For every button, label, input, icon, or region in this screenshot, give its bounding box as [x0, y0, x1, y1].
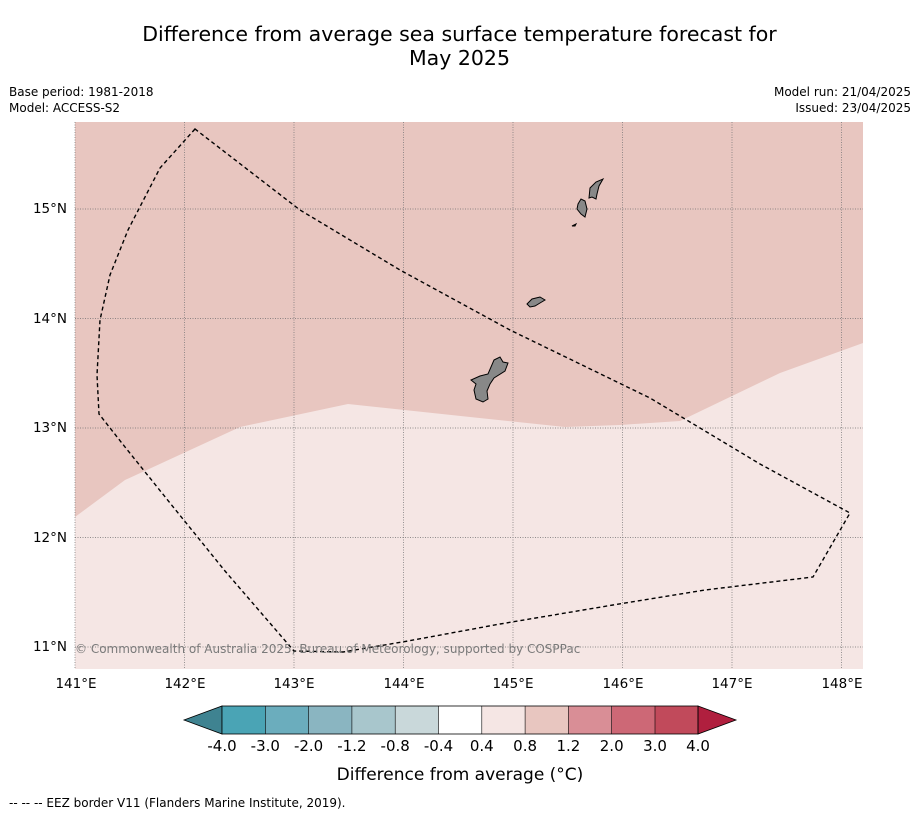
colorbar-bin-5	[395, 706, 439, 734]
colorbar-tick-8: 0.8	[513, 737, 537, 755]
colorbar-bin-4	[351, 706, 396, 734]
model-run: Model run: 21/04/2025	[773, 85, 911, 99]
lon-label-145: 145°E	[492, 676, 533, 692]
colorbar-bin-1	[222, 706, 266, 734]
colorbar-tick-11: 3.0	[643, 737, 667, 755]
colorbar-tick-6: -0.4	[424, 737, 453, 755]
colorbar-under-arrow	[182, 705, 223, 735]
meta-left: Base period: 1981-2018 Model: ACCESS-S2	[9, 84, 154, 116]
lon-label-141: 141°E	[55, 676, 96, 692]
tinian-island	[576, 198, 588, 218]
gridlines	[74, 122, 863, 669]
colorbar-bin-3	[308, 706, 352, 734]
anomaly-region-lower	[75, 343, 863, 669]
colorbar-tick-12: 4.0	[686, 737, 710, 755]
eez-legend-note: -- -- -- EEZ border V11 (Flanders Marine…	[9, 796, 346, 810]
colorbar-bin-8	[525, 706, 569, 734]
lon-label-146: 146°E	[602, 676, 643, 692]
title-line-2: May 2025	[408, 46, 511, 70]
lat-label-11: 11°N	[33, 639, 67, 655]
colorbar-tick-4: -1.2	[337, 737, 366, 755]
colorbar-bin-9	[568, 706, 612, 734]
model-name: Model: ACCESS-S2	[9, 101, 121, 115]
lat-label-12: 12°N	[33, 530, 67, 546]
colorbar-ticks: -4.0 -3.0 -2.0 -1.2 -0.8 -0.4 0.4 0.8 1.…	[207, 737, 710, 755]
colorbar-label: Difference from average (°C)	[337, 765, 584, 785]
colorbar-tick-3: -2.0	[294, 737, 323, 755]
lat-label-13: 13°N	[33, 420, 67, 436]
colorbar-frame	[221, 705, 699, 735]
colorbar-bin-6	[438, 706, 482, 734]
copyright-text: © Commonwealth of Australia 2025, Bureau…	[75, 642, 580, 656]
colorbar-bin-11	[655, 706, 698, 734]
colorbar-tick-7: 0.4	[470, 737, 494, 755]
colorbar: -4.0 -3.0 -2.0 -1.2 -0.8 -0.4 0.4 0.8 1.…	[182, 705, 738, 785]
guam-island	[470, 356, 509, 403]
saipan-island	[588, 177, 605, 200]
colorbar-tick-9: 1.2	[556, 737, 580, 755]
map-panel: © Commonwealth of Australia 2025, Bureau…	[74, 122, 863, 669]
land-masses	[470, 177, 605, 403]
lat-label-15: 15°N	[33, 201, 67, 217]
lon-label-144: 144°E	[383, 676, 424, 692]
aguijan-island	[571, 222, 578, 227]
base-period: Base period: 1981-2018	[9, 85, 154, 99]
lon-label-148: 148°E	[821, 676, 862, 692]
map-title: Difference from average sea surface temp…	[0, 22, 919, 70]
lon-label-143: 143°E	[273, 676, 314, 692]
colorbar-over-arrow	[697, 705, 738, 735]
eez-border	[96, 128, 851, 653]
colorbar-tick-2: -3.0	[251, 737, 280, 755]
latitude-labels: 15°N 14°N 13°N 12°N 11°N	[33, 201, 67, 655]
title-line-1: Difference from average sea surface temp…	[142, 22, 777, 46]
colorbar-tick-5: -0.8	[381, 737, 410, 755]
colorbar-tick-1: -4.0	[207, 737, 236, 755]
colorbar-dividers	[264, 706, 656, 734]
meta-right: Model run: 21/04/2025 Issued: 23/04/2025	[774, 84, 911, 116]
longitude-labels: 141°E 142°E 143°E 144°E 145°E 146°E 147°…	[55, 676, 862, 692]
lon-label-147: 147°E	[711, 676, 752, 692]
lon-label-142: 142°E	[164, 676, 205, 692]
lat-label-14: 14°N	[33, 311, 67, 327]
colorbar-bin-10	[611, 706, 655, 734]
colorbar-bin-7	[481, 706, 526, 734]
colorbar-bin-2	[265, 706, 309, 734]
issued-date: Issued: 23/04/2025	[795, 101, 911, 115]
rota-island	[526, 296, 546, 308]
colorbar-tick-10: 2.0	[600, 737, 624, 755]
